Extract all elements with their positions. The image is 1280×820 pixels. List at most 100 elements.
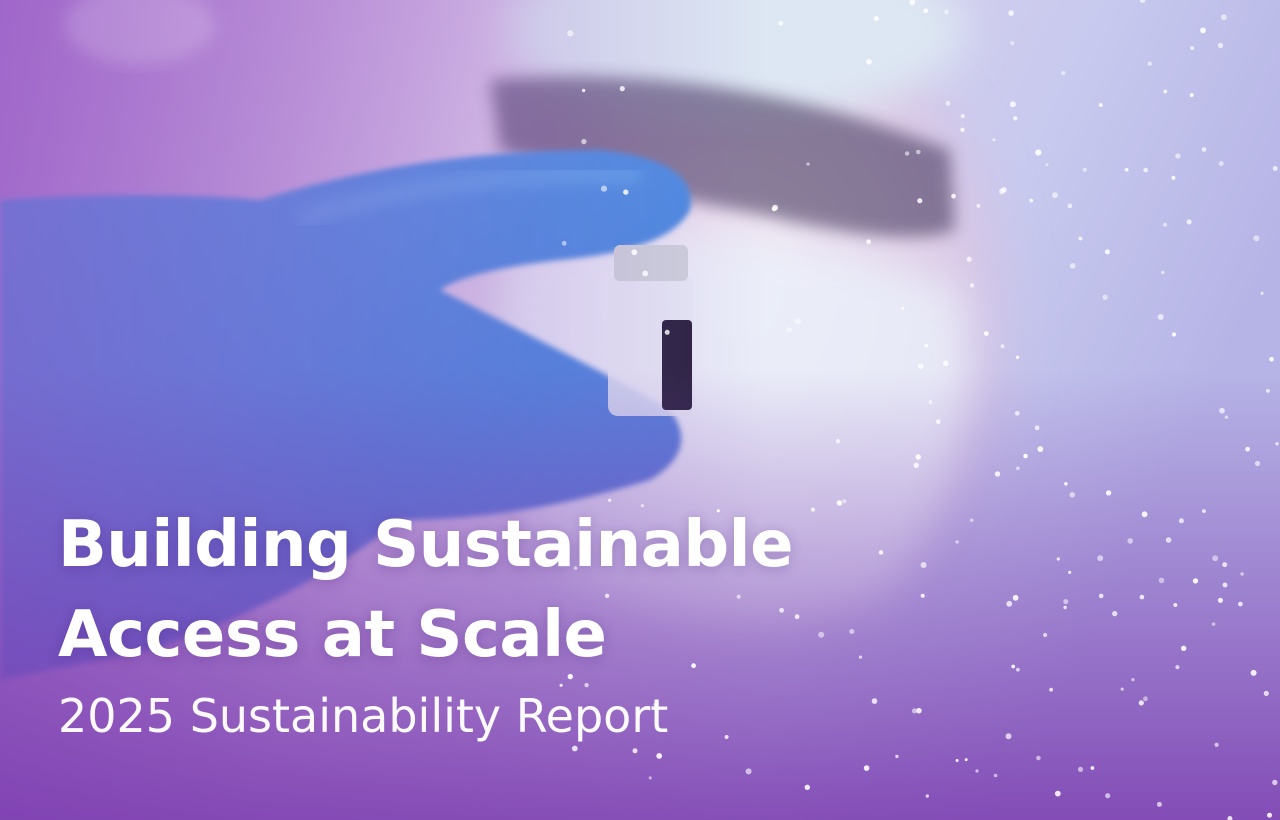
sparkle-dot	[1163, 89, 1168, 94]
sparkle-dot	[951, 193, 956, 199]
sparkle-dot	[1105, 490, 1112, 496]
sparkle-dot	[1043, 632, 1048, 638]
sparkle-dot	[1139, 594, 1145, 600]
sparkle-dot	[1190, 46, 1194, 50]
sparkle-dot	[909, 0, 916, 6]
sparkle-dot	[1009, 101, 1016, 108]
sparkle-dot	[966, 256, 972, 262]
sparkle-dot	[858, 655, 863, 659]
sparkle-dot	[944, 9, 949, 15]
sparkle-dot	[1143, 696, 1148, 702]
sparkle-dot	[1016, 466, 1020, 471]
sparkle-dot	[1061, 70, 1066, 76]
sparkle-dot	[835, 439, 841, 444]
sparkle-dot	[1049, 687, 1053, 692]
sparkle-dot	[1010, 41, 1015, 46]
sparkle-dot	[1098, 103, 1103, 107]
sparkle-dot	[1015, 355, 1020, 359]
sparkle-dot	[1102, 294, 1108, 300]
sparkle-dot	[648, 776, 652, 780]
sparkle-dot	[1224, 415, 1229, 419]
sparkle-dot	[863, 765, 870, 771]
sparkle-dot	[976, 203, 981, 208]
sparkle-dot	[920, 593, 925, 598]
sparkle-dot	[1214, 742, 1219, 747]
sparkle-dot	[1219, 407, 1225, 414]
sparkle-dot	[1068, 570, 1072, 575]
sparkle-dot	[942, 360, 949, 367]
sparkle-dot	[913, 462, 919, 468]
sparkle-dot	[804, 784, 810, 790]
sparkle-dot	[1090, 766, 1095, 770]
sparkle-dot	[1275, 442, 1279, 446]
sparkle-dot	[595, 628, 601, 634]
sparkle-dot	[935, 419, 941, 425]
sparkle-dot	[1138, 700, 1144, 706]
sparkle-dot	[1082, 167, 1087, 172]
sparkle-dot	[631, 249, 638, 256]
sparkle-dot	[1005, 733, 1012, 740]
sparkle-dot	[724, 735, 729, 739]
sparkle-dot	[1189, 93, 1194, 98]
sparkle-dot	[736, 594, 741, 599]
sparkle-dot	[1175, 665, 1180, 670]
sparkle-dot	[561, 240, 567, 246]
sparkle-dot	[1156, 801, 1162, 807]
sparkle-dot	[1016, 667, 1020, 672]
sparkle-dot	[1178, 518, 1184, 524]
sparkle-dot	[1063, 605, 1067, 610]
sparkle-dot	[1267, 812, 1272, 818]
sparkle-dot	[918, 363, 924, 369]
sparkle-dot	[1218, 161, 1224, 167]
sparkle-dot	[1175, 153, 1181, 159]
title-line: Building Sustainable	[58, 508, 794, 582]
sparkle-dot	[1186, 219, 1192, 225]
sparkle-dot	[1124, 167, 1129, 172]
sparkle-dot	[656, 753, 663, 759]
sparkle-dot	[1266, 389, 1270, 393]
sparkle-dot	[600, 185, 608, 192]
sparkle-dot	[1069, 492, 1076, 498]
sparkle-dot	[584, 682, 589, 688]
sparkle-dot	[811, 507, 815, 512]
sparkle-dot	[1222, 562, 1228, 568]
sparkle-dot	[1221, 14, 1227, 21]
sparkle-dot	[1014, 410, 1020, 416]
sparkle-dot	[917, 198, 923, 204]
sparkle-dot	[716, 509, 720, 513]
sparkle-dot	[924, 343, 929, 348]
sparkle-dot	[1077, 766, 1084, 773]
sparkle-dot	[925, 794, 929, 798]
sparkle-dot	[1238, 601, 1243, 607]
sparkle-dot	[1158, 577, 1165, 584]
sparkle-dot	[1147, 61, 1153, 66]
sparkle-dot	[1211, 622, 1216, 626]
sparkle-dot	[1272, 166, 1278, 171]
sparkle-dot	[1192, 578, 1199, 584]
sparkle-dot	[779, 607, 784, 613]
sparkle-dot	[581, 138, 587, 145]
sparkle-dot	[1165, 537, 1172, 543]
sparkle-dot	[1023, 453, 1028, 459]
sparkle-dot	[928, 400, 933, 405]
sparkle-dot	[1045, 163, 1049, 167]
sparkle-dot	[1056, 557, 1060, 561]
sparkle-dot	[1253, 235, 1260, 242]
sparkle-dot	[1098, 593, 1104, 599]
sparkle-dot	[1263, 690, 1269, 697]
sparkle-dot	[1000, 344, 1005, 349]
sparkle-dot	[1035, 149, 1042, 156]
sparkle-dot	[983, 331, 989, 336]
sparkle-dot	[1141, 511, 1148, 518]
sparkle-dot	[795, 318, 801, 324]
sparkle-dot	[993, 773, 998, 778]
sparkle-dot	[1217, 597, 1223, 603]
sparkle-dot	[1013, 116, 1018, 121]
sparkle-dot	[1250, 669, 1257, 676]
sparkle-dot	[1131, 678, 1135, 682]
sparkle-dot	[1222, 582, 1228, 588]
sparkle-dot	[567, 673, 573, 680]
sparkle-dot	[955, 759, 959, 762]
sparkle-dot	[664, 329, 670, 335]
sparkle-dot	[994, 471, 1001, 477]
